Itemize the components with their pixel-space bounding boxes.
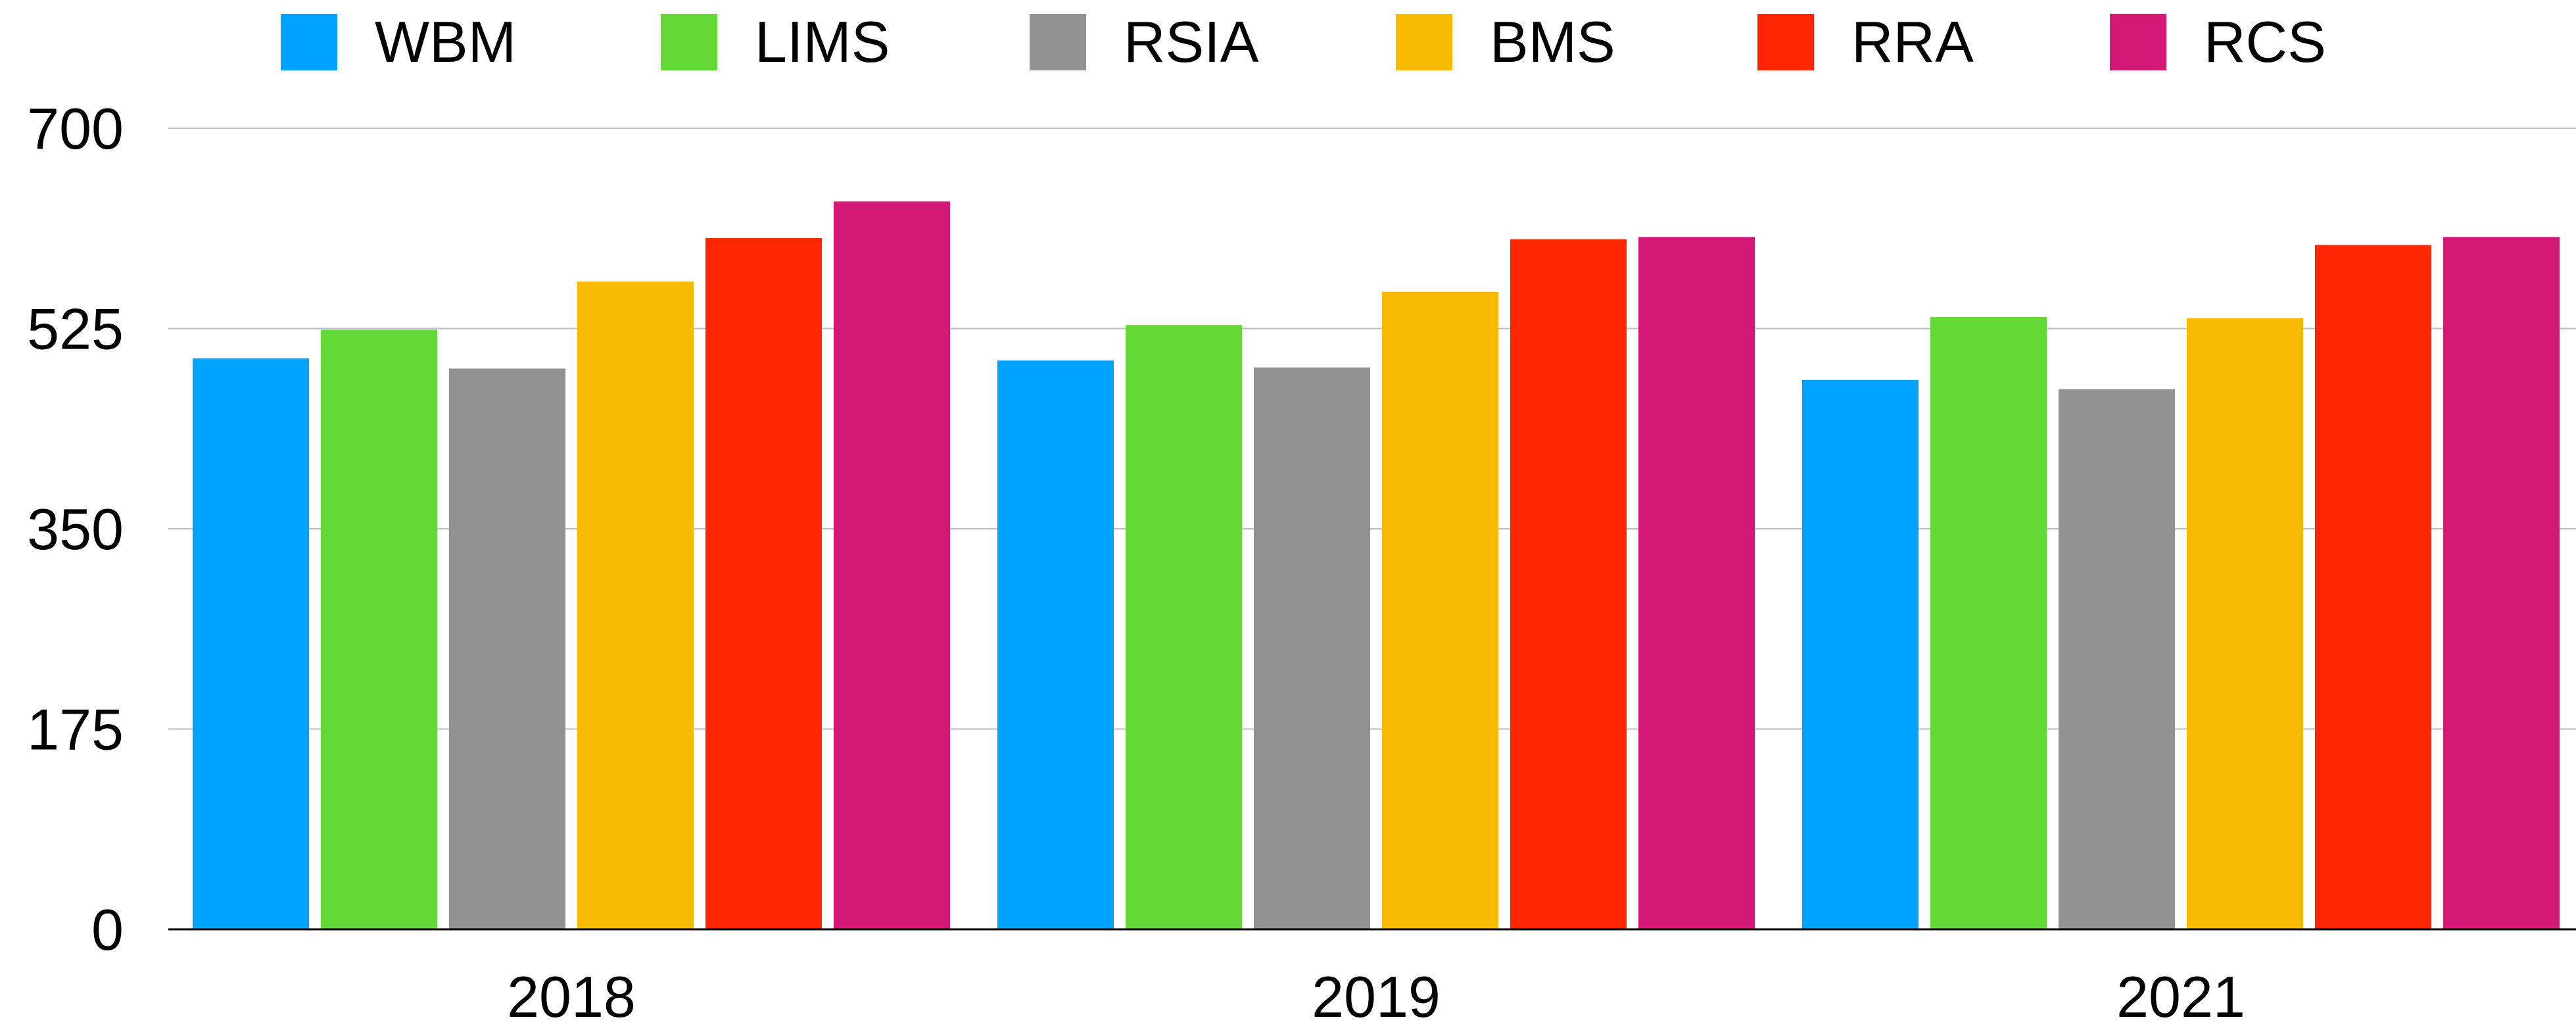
- y-tick-label: 700: [27, 96, 124, 161]
- legend-label-rcs: RCS: [2204, 9, 2326, 74]
- legend-item-wbm: WBM: [281, 12, 516, 72]
- bar-rsia-2019: [1254, 367, 1370, 929]
- legend-label-rsia: RSIA: [1124, 9, 1259, 74]
- bar-rcs-2018: [834, 201, 950, 929]
- legend-item-bms: BMS: [1396, 12, 1615, 72]
- legend-swatch-lims: [661, 14, 717, 70]
- bar-rcs-2021: [2443, 237, 2560, 929]
- x-tick-label: 2019: [1312, 964, 1441, 1028]
- legend-label-wbm: WBM: [375, 9, 517, 74]
- legend-label-rra: RRA: [1851, 9, 1974, 74]
- bar-lims-2019: [1126, 325, 1242, 929]
- bar-rsia-2021: [2059, 389, 2175, 929]
- y-tick-label: 0: [91, 897, 124, 962]
- legend-swatch-rra: [1757, 14, 1814, 70]
- bar-rsia-2018: [449, 368, 565, 929]
- bar-wbm-2021: [1802, 379, 1919, 929]
- bar-rra-2019: [1510, 239, 1627, 929]
- legend-label-bms: BMS: [1490, 9, 1615, 74]
- bar-rra-2021: [2315, 245, 2431, 930]
- legend-swatch-wbm: [281, 14, 337, 70]
- bar-rra-2018: [705, 238, 822, 929]
- bar-bms-2018: [577, 281, 694, 929]
- bar-rcs-2019: [1638, 237, 1755, 929]
- chart-legend: WBM LIMS RSIA BMS RRA RCS: [0, 0, 2576, 92]
- bar-lims-2021: [1930, 317, 2047, 930]
- y-tick-label: 525: [27, 297, 124, 362]
- bar-bms-2019: [1382, 291, 1498, 929]
- legend-item-rra: RRA: [1757, 12, 1974, 72]
- legend-label-lims: LIMS: [755, 9, 890, 74]
- bars: [193, 201, 2560, 930]
- legend-item-rsia: RSIA: [1030, 12, 1258, 72]
- bar-bms-2021: [2187, 318, 2303, 930]
- legend-swatch-bms: [1396, 14, 1452, 70]
- legend-item-rcs: RCS: [2110, 12, 2326, 72]
- x-tick-label: 2018: [507, 964, 636, 1028]
- x-tick-label: 2021: [2116, 964, 2245, 1028]
- bar-lims-2018: [321, 330, 437, 929]
- y-tick-label: 175: [27, 697, 124, 762]
- x-axis-ticks: 2018 2019 2021: [507, 964, 2245, 1028]
- bar-wbm-2019: [997, 360, 1114, 929]
- legend-swatch-rsia: [1030, 14, 1086, 70]
- y-tick-label: 350: [27, 497, 124, 562]
- legend-item-lims: LIMS: [661, 12, 890, 72]
- legend-swatch-rcs: [2110, 14, 2166, 70]
- y-axis-ticks: 0 175 350 525 700: [27, 96, 124, 962]
- bar-wbm-2018: [193, 358, 309, 929]
